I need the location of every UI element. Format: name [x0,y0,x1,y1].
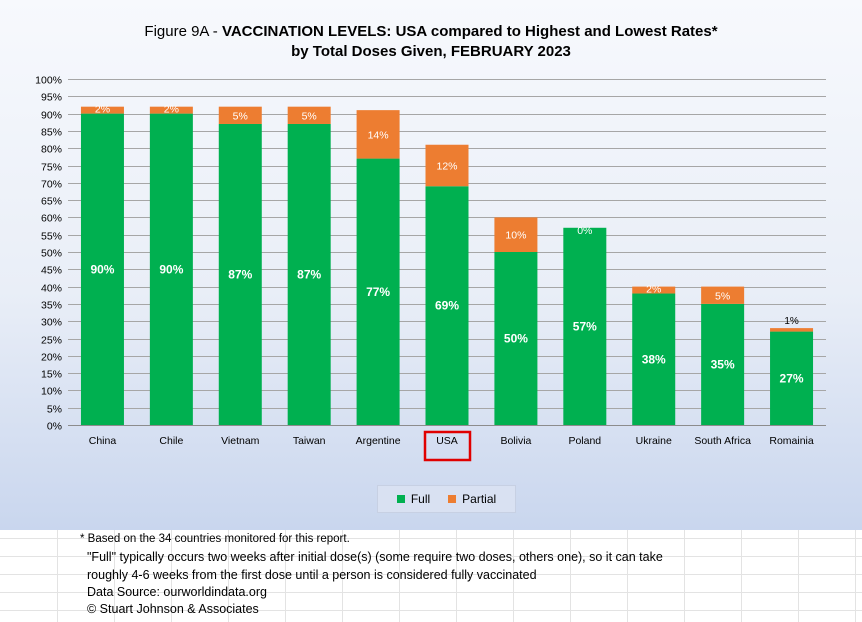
bar-chart: 0% 5% 10% 15% 20% 25% 30% 35% 40% 45% 50% 55% 60% 65%… [35,75,826,462]
bar-partial [218,106,262,124]
bar-full [218,123,262,425]
legend-item-partial: Partial [448,492,496,506]
data-label-full: 77% [366,285,390,299]
usa-highlight-box [423,430,472,462]
data-label-partial: 1% [784,316,799,327]
legend-label-partial: Partial [462,492,497,506]
y-tick-label: 75% [41,162,62,174]
y-tick-label: 40% [41,283,62,295]
bar-partial [287,106,331,124]
chart-title: Figure 9A - VACCINATION LEVELS: USA comp… [0,22,862,62]
y-tick-label: 70% [41,179,62,191]
y-tick-label: 35% [41,300,62,312]
y-tick-label: 85% [41,127,62,139]
y-tick-label: 20% [41,352,62,364]
bar-partial [80,106,124,114]
y-tick-label: 0% [47,421,62,433]
footnote-full-definition-cont: roughly 4-6 weeks from the first dose un… [87,568,537,582]
bar-full [632,293,676,425]
bar-full [149,113,193,425]
bar-full [80,113,124,425]
data-label-full: 27% [780,371,804,385]
footnote-asterisk: * Based on the 34 countries monitored fo… [80,533,350,545]
data-label-partial: 5% [233,110,248,122]
legend-swatch-partial [448,495,457,503]
title-prefix: Figure 9A - [144,23,222,40]
x-tick-label: Taiwan [293,435,326,447]
data-label-partial: 5% [715,290,730,302]
y-tick-label: 100% [35,75,62,87]
bar-full [287,123,331,425]
bar-full [563,227,607,425]
bar-full [494,252,538,425]
title-subtitle: by Total Doses Given, FEBRUARY 2023 [291,43,571,60]
x-tick-label: China [89,435,117,447]
bar-full [425,186,469,425]
bar-partial [494,217,538,252]
data-label-partial: 14% [368,129,389,141]
y-tick-label: 30% [41,317,62,329]
data-label-full: 90% [159,262,183,276]
x-tick-label: Poland [568,435,601,447]
y-tick-label: 45% [41,265,62,277]
bar-partial [770,328,814,332]
y-tick-label: 25% [41,335,62,347]
y-tick-label: 55% [41,231,62,243]
data-label-partial: 5% [302,110,317,122]
data-label-partial: 2% [646,284,661,296]
x-tick-label: Chile [159,435,183,447]
y-tick-label: 10% [41,386,62,398]
y-tick-label: 90% [41,110,62,122]
bar-full [770,331,814,425]
x-tick-label: Vietnam [221,435,260,447]
chart-legend: Full Partial [377,485,516,513]
title-main: VACCINATION LEVELS: USA compared to High… [221,23,718,40]
legend-swatch-full [396,495,405,503]
data-label-full: 35% [711,357,735,371]
bar-partial [701,286,745,304]
bar-partial [425,144,469,187]
y-tick-label: 65% [41,196,62,208]
footnote-data-source: Data Source: ourworldindata.org [87,585,267,599]
bar-partial [149,106,193,114]
data-label-full: 69% [435,299,459,313]
bar-full [701,303,745,425]
x-tick-label: USA [436,435,458,447]
data-label-partial: 2% [164,104,179,116]
legend-item-full: Full [396,492,431,506]
y-tick-label: 5% [47,404,62,416]
data-label-partial: 12% [436,161,457,173]
data-label-full: 38% [642,352,666,366]
x-tick-label: Bolivia [500,435,531,447]
legend-label-full: Full [410,492,431,506]
data-label-partial: 10% [505,230,526,242]
y-tick-label: 60% [41,213,62,225]
data-label-full: 90% [90,262,114,276]
footnote-full-definition: "Full" typically occurs two weeks after … [87,550,663,564]
data-label-full: 50% [504,332,528,346]
x-tick-label: Romainia [769,435,814,447]
bar-partial [632,286,676,294]
x-tick-label: Ukraine [636,435,672,447]
bar-full [356,158,400,425]
chart-area: Figure 9A - VACCINATION LEVELS: USA comp… [0,0,862,530]
y-tick-label: 15% [41,369,62,381]
y-tick-label: 80% [41,144,62,156]
data-label-full: 87% [228,267,252,281]
footnote-copyright: © Stuart Johnson & Associates [87,602,259,616]
data-label-full: 57% [573,319,597,333]
x-tick-label: Argentine [356,435,401,447]
bar-partial [356,110,400,159]
data-label-partial: 2% [95,104,110,116]
data-label-full: 87% [297,267,321,281]
y-tick-label: 95% [41,92,62,104]
x-tick-label: South Africa [694,435,751,447]
footnotes: * Based on the 34 countries monitored fo… [0,530,862,622]
data-label-partial: 0% [577,225,592,237]
y-tick-label: 50% [41,248,62,260]
